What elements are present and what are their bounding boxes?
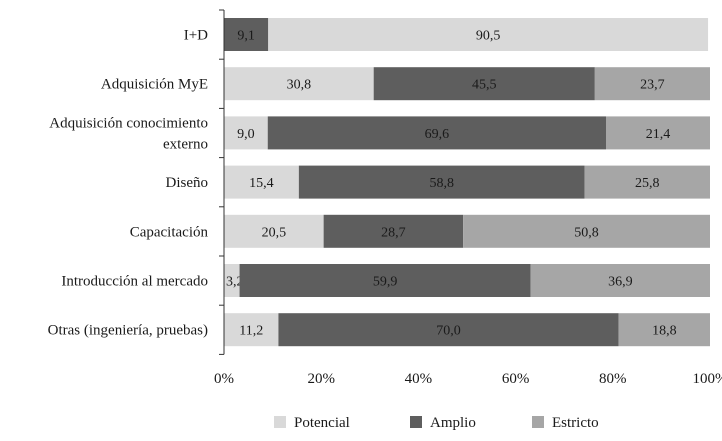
data-label: 90,5 <box>476 29 501 44</box>
data-label: 9,1 <box>237 29 255 44</box>
legend-label-estricto: Estricto <box>552 415 599 431</box>
bar-segment-estricto <box>530 264 710 297</box>
category-label: Adquisición conocimiento <box>49 115 208 131</box>
data-label: 9,0 <box>237 127 255 142</box>
category-label: Adquisición MyE <box>101 77 208 93</box>
bar-segment-amplio <box>239 264 531 297</box>
legend-swatch-potencial <box>274 416 286 428</box>
bar-segment-potencial <box>224 214 324 248</box>
bar-segment-amplio <box>224 18 269 51</box>
bar-segment-extra <box>268 18 709 51</box>
x-tick-label: 20% <box>307 371 335 387</box>
bar-segment-potencial <box>224 313 279 347</box>
category-label: Otras (ingeniería, pruebas) <box>48 323 208 339</box>
bar-segment-estricto <box>605 116 710 150</box>
data-label: 70,0 <box>436 324 461 339</box>
category-label: Diseño <box>166 175 209 191</box>
data-label: 21,4 <box>646 127 671 142</box>
bar-segment-amplio <box>373 67 595 101</box>
bar-segment-potencial <box>224 67 374 101</box>
legend-label-amplio: Amplio <box>430 415 476 431</box>
data-label: 30,8 <box>287 78 312 93</box>
data-label: 20,5 <box>262 225 287 240</box>
x-tick-label: 40% <box>405 371 433 387</box>
bar-segment-amplio <box>298 165 585 199</box>
data-label: 59,9 <box>373 275 398 290</box>
plot-area: 9,1 90,5 I+D 30,8 45,5 23,7 Adquisición MyE 9,0… <box>48 9 722 387</box>
bar-segment-estricto <box>463 214 710 248</box>
data-label: 23,7 <box>640 78 665 93</box>
data-label: 50,8 <box>574 225 599 240</box>
legend-swatch-estricto <box>532 416 544 428</box>
x-tick-label: 60% <box>502 371 530 387</box>
bar-segment-amplio <box>267 116 606 150</box>
category-label: Introducción al mercado <box>61 274 208 290</box>
bar-segment-amplio <box>323 214 464 248</box>
legend-swatch-amplio <box>410 416 422 428</box>
bar-segment-amplio <box>278 313 619 347</box>
category-label: I+D <box>184 28 208 44</box>
data-label: 69,6 <box>425 127 450 142</box>
bar-segment-estricto <box>584 165 710 199</box>
bar-segment-potencial <box>224 116 268 150</box>
x-tick-label: 100% <box>693 371 722 387</box>
bar-segment-potencial <box>224 264 240 297</box>
x-tick-label: 80% <box>599 371 627 387</box>
data-label: 45,5 <box>472 78 497 93</box>
bar-segment-estricto <box>594 67 710 101</box>
data-label: 11,2 <box>239 324 263 339</box>
bar-segment-potencial <box>224 165 299 199</box>
data-label: 18,8 <box>652 324 677 339</box>
data-label: 15,4 <box>249 176 274 191</box>
data-label: 28,7 <box>381 225 406 240</box>
data-label: 3,2 <box>226 275 244 290</box>
x-tick-label: 0% <box>214 371 234 387</box>
legend: Potencial Amplio Estricto <box>274 415 599 431</box>
category-label: Capacitación <box>130 224 209 240</box>
data-label: 36,9 <box>608 275 633 290</box>
legend-label-potencial: Potencial <box>294 415 350 431</box>
category-label: externo <box>163 136 208 152</box>
data-label: 58,8 <box>429 176 454 191</box>
data-label: 25,8 <box>635 176 660 191</box>
bar-segment-estricto <box>618 313 710 347</box>
